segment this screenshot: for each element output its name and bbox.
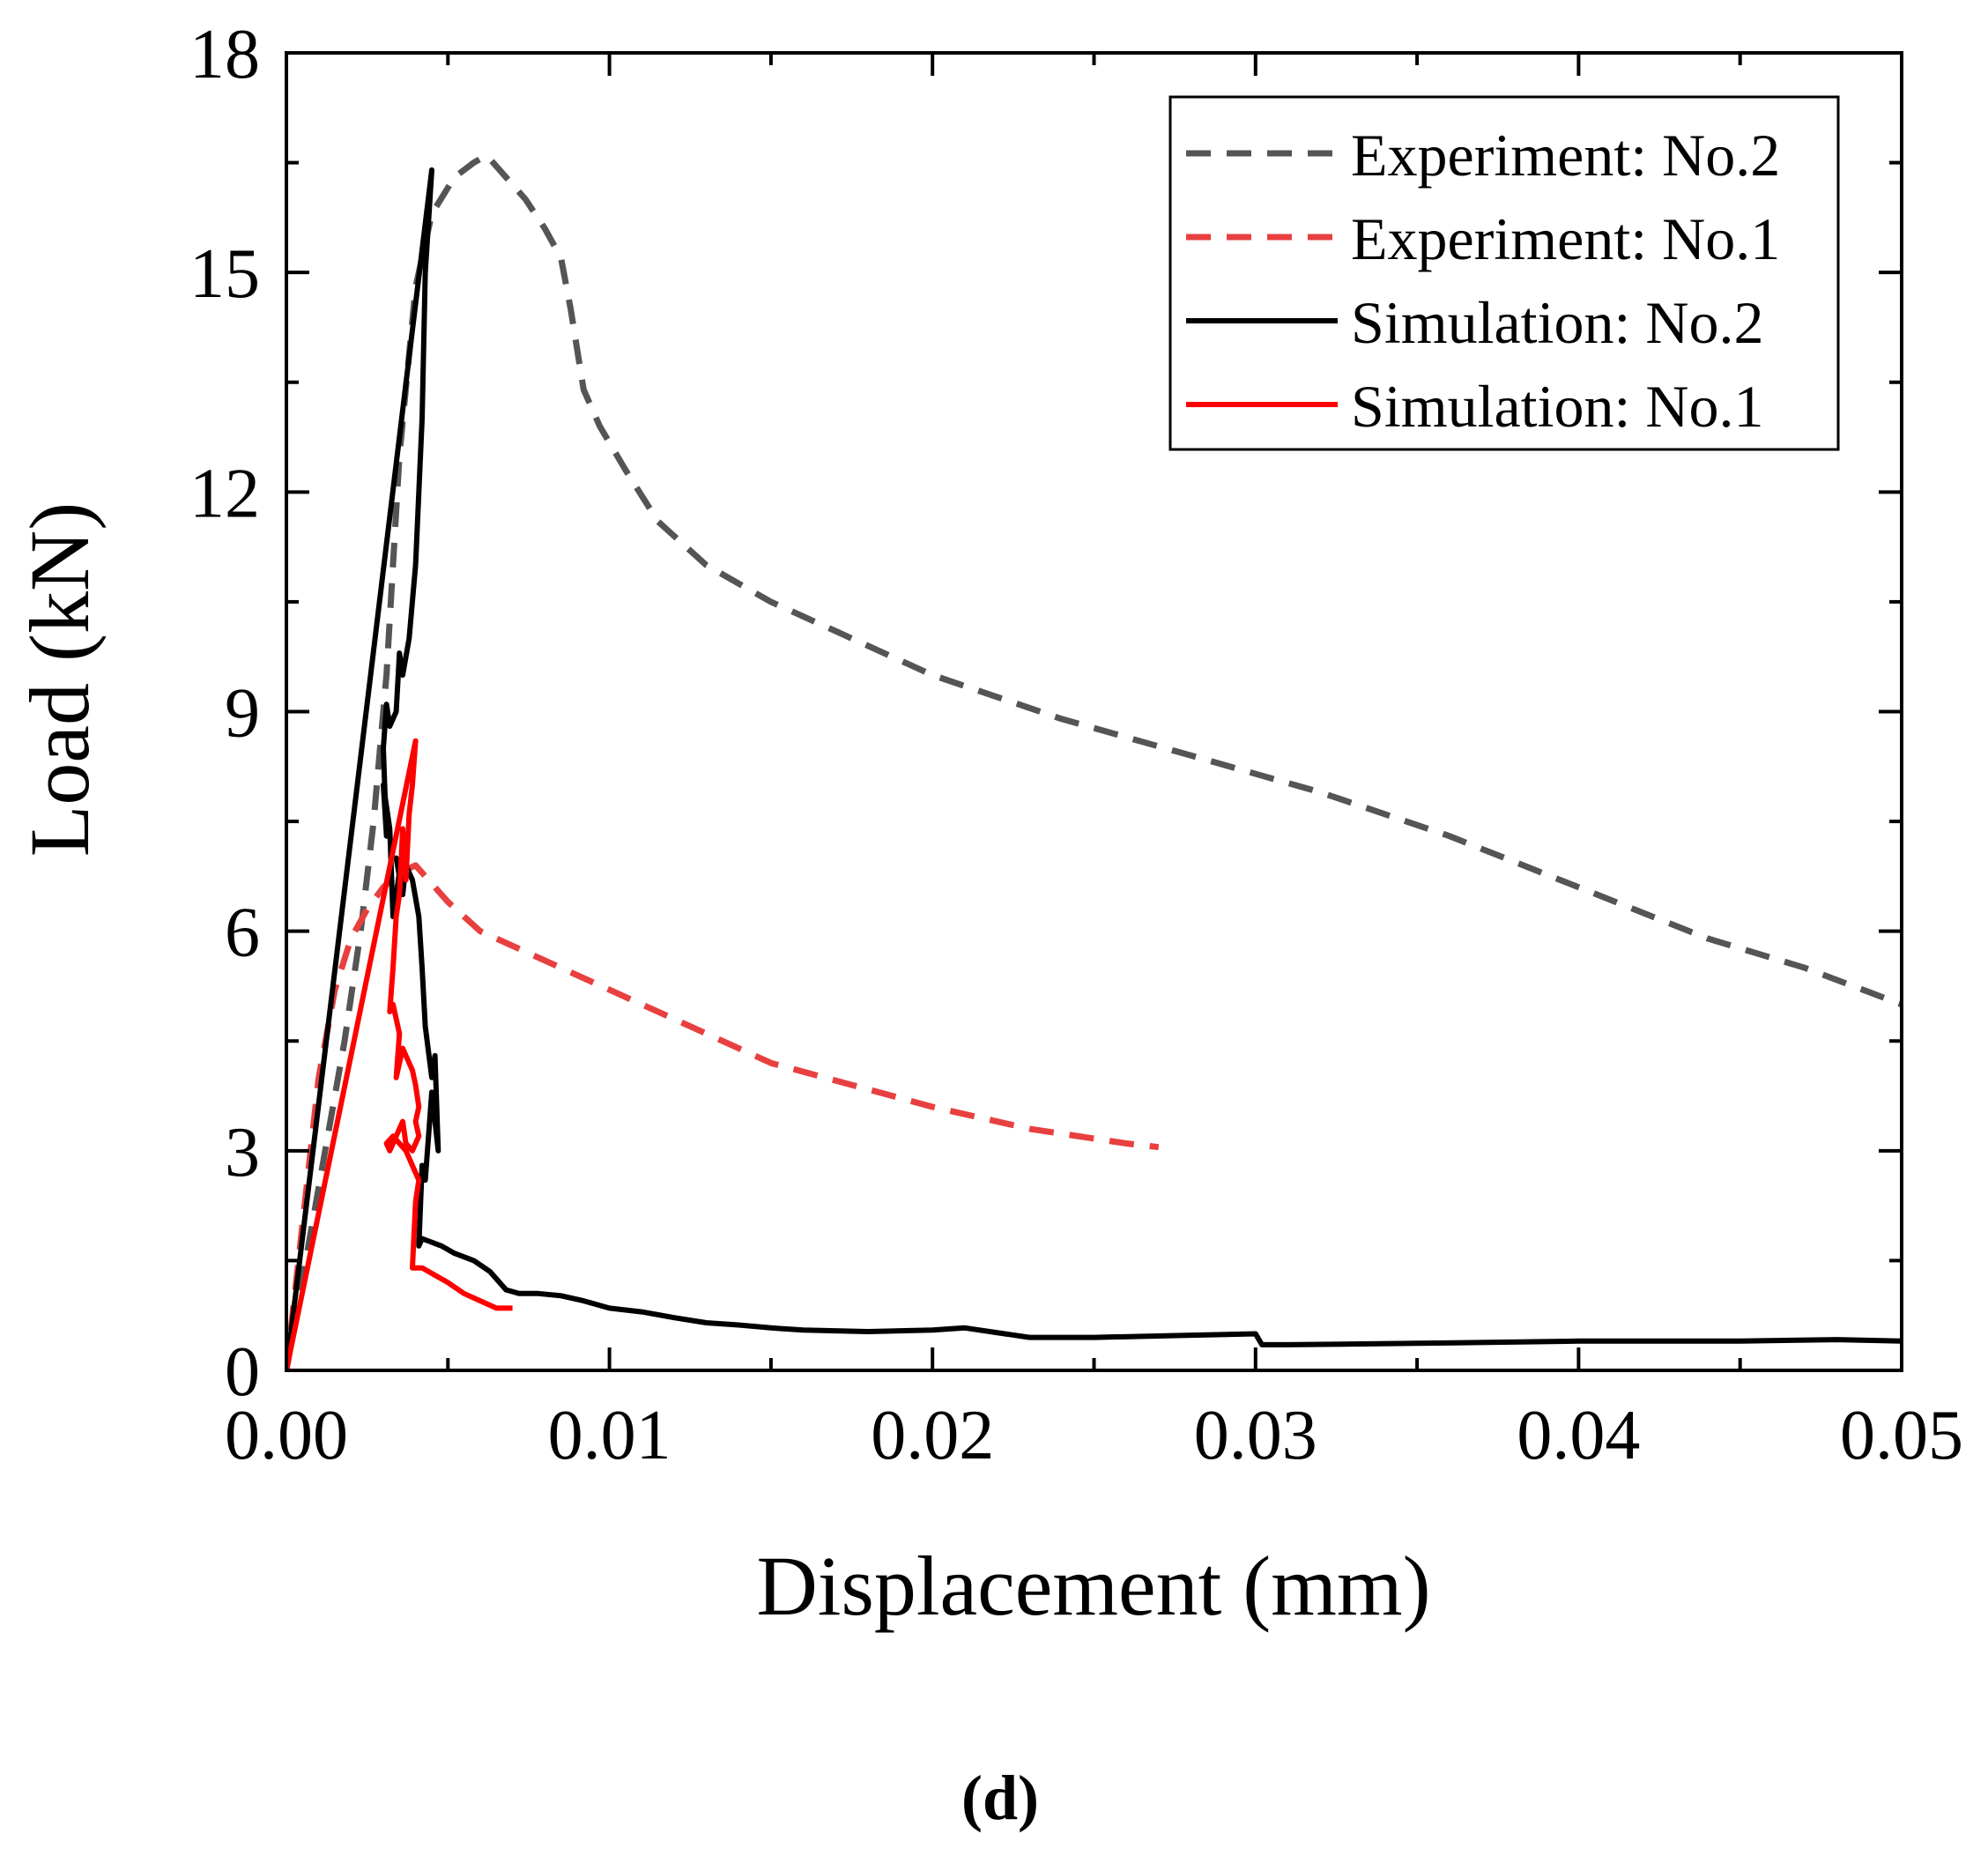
series-line-experiment-no-2 — [286, 152, 1902, 1370]
legend-label: Simulation: No.1 — [1351, 373, 1763, 440]
legend-label: Experiment: No.2 — [1351, 122, 1780, 189]
x-tick-label: 0.04 — [1517, 1397, 1640, 1474]
series-line-experiment-no-1 — [286, 862, 1160, 1370]
y-axis-label: Load (kN) — [12, 502, 107, 857]
x-tick-label: 0.01 — [548, 1397, 671, 1474]
series-line-simulation-no-1 — [286, 738, 513, 1370]
y-tick-label: 6 — [225, 894, 260, 972]
panel-label: (d) — [961, 1763, 1039, 1833]
series-line-simulation-no-2 — [286, 167, 1902, 1370]
y-tick-label: 0 — [225, 1333, 260, 1411]
y-tick-label: 9 — [225, 675, 260, 753]
x-tick-label: 0.05 — [1840, 1397, 1963, 1474]
y-tick-label: 12 — [189, 455, 260, 532]
plot-area — [286, 152, 1902, 1370]
axis-tick-labels: 0.00 0.01 0.02 0.03 0.04 0.05 0 3 6 9 12 15 18 — [189, 16, 1963, 1474]
legend: Experiment: No.2 Experiment: No.1 Simulati… — [1168, 95, 1840, 451]
legend-label: Experiment: No.1 — [1351, 205, 1780, 272]
y-tick-label: 3 — [225, 1114, 260, 1191]
x-axis-label: Displacement (mm) — [756, 1539, 1430, 1633]
x-tick-label: 0.02 — [871, 1397, 994, 1474]
x-tick-label: 0.00 — [225, 1397, 348, 1474]
legend-label: Simulation: No.2 — [1351, 289, 1763, 356]
x-tick-label: 0.03 — [1194, 1397, 1317, 1474]
y-tick-label: 18 — [189, 16, 260, 93]
y-tick-label: 15 — [189, 235, 260, 313]
axis-ticks — [285, 51, 1903, 1372]
